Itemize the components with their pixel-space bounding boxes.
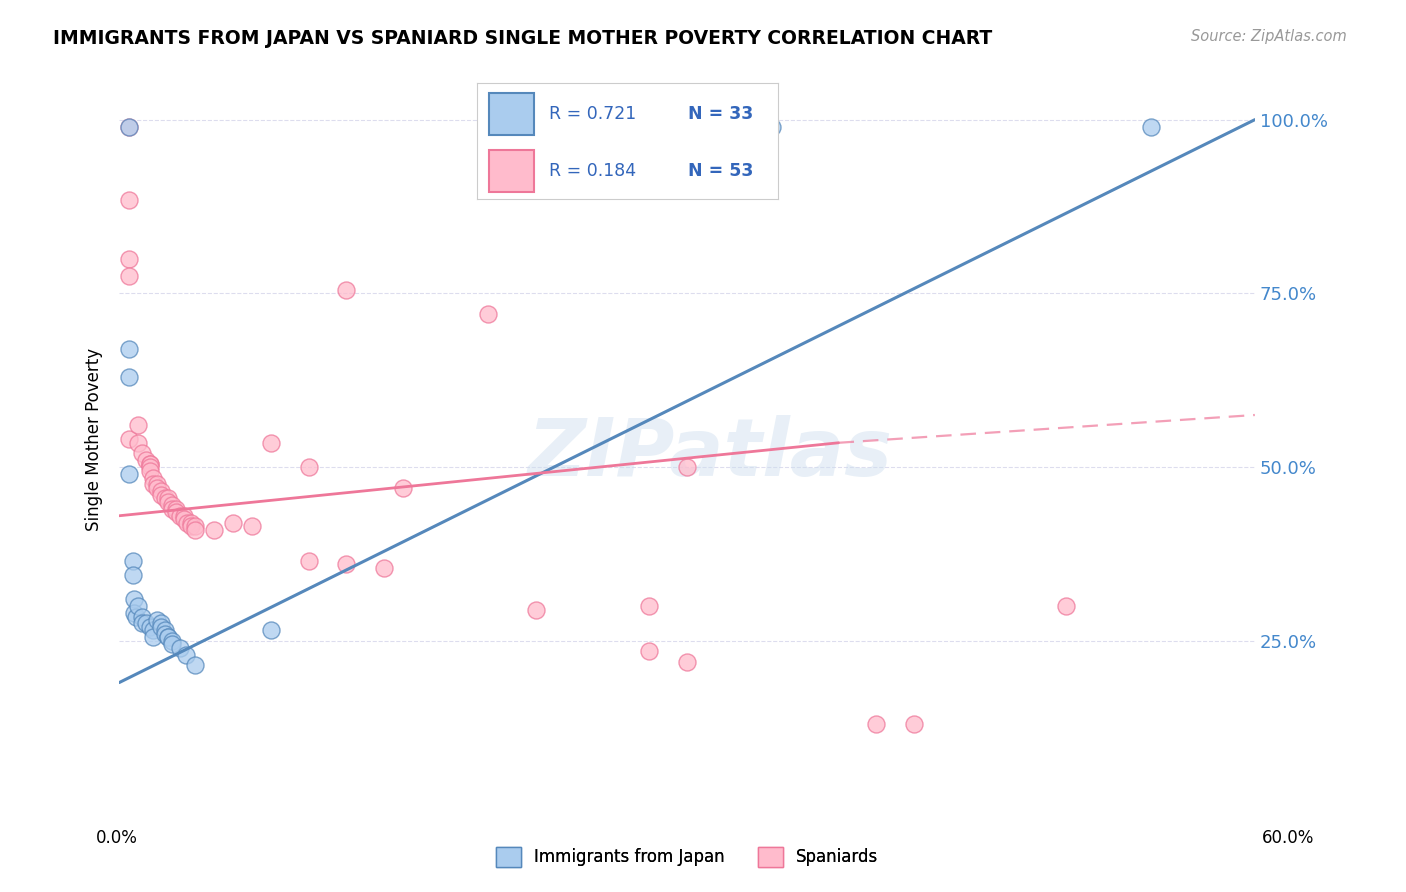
Point <box>146 477 169 491</box>
Point <box>1054 599 1077 613</box>
Point <box>184 523 207 537</box>
Point <box>149 620 172 634</box>
Point <box>335 283 357 297</box>
Point <box>131 616 153 631</box>
Text: Source: ZipAtlas.com: Source: ZipAtlas.com <box>1191 29 1347 44</box>
Point <box>135 453 157 467</box>
Point <box>118 193 141 207</box>
Point <box>173 508 195 523</box>
Point <box>162 637 184 651</box>
Text: 0.0%: 0.0% <box>96 829 138 847</box>
Point <box>165 505 187 519</box>
Point <box>138 457 160 471</box>
Point <box>180 516 202 530</box>
Point <box>162 501 184 516</box>
Point <box>676 655 699 669</box>
Point <box>761 120 783 134</box>
Point <box>162 499 184 513</box>
Point <box>146 481 169 495</box>
Point <box>146 613 169 627</box>
Point <box>202 523 225 537</box>
Point <box>138 620 160 634</box>
Point <box>157 631 180 645</box>
Point <box>127 435 149 450</box>
Point <box>149 488 172 502</box>
Point <box>477 120 499 134</box>
Point <box>142 624 165 638</box>
Point <box>174 648 197 662</box>
Point <box>118 252 141 266</box>
Text: 60.0%: 60.0% <box>1263 829 1315 847</box>
Point <box>127 599 149 613</box>
Point <box>903 717 925 731</box>
Point <box>173 512 195 526</box>
Point <box>162 633 184 648</box>
Point <box>176 516 198 530</box>
Point <box>638 599 661 613</box>
Point <box>138 457 160 471</box>
Point <box>1139 120 1161 134</box>
Point <box>297 554 319 568</box>
Point <box>240 519 263 533</box>
Point <box>118 433 141 447</box>
Point <box>477 120 499 134</box>
Point <box>157 631 180 645</box>
Point <box>138 460 160 475</box>
Point <box>676 460 699 475</box>
Text: ZIPatlas: ZIPatlas <box>527 416 893 493</box>
Point <box>118 467 141 481</box>
Point <box>131 609 153 624</box>
Text: IMMIGRANTS FROM JAPAN VS SPANIARD SINGLE MOTHER POVERTY CORRELATION CHART: IMMIGRANTS FROM JAPAN VS SPANIARD SINGLE… <box>53 29 993 47</box>
Point <box>180 519 202 533</box>
Point <box>260 435 283 450</box>
Point <box>169 640 191 655</box>
Point <box>260 624 283 638</box>
Point <box>524 602 547 616</box>
Point <box>153 627 176 641</box>
Point <box>149 484 172 499</box>
Point <box>153 624 176 638</box>
Point <box>125 609 148 624</box>
Point <box>335 558 357 572</box>
Y-axis label: Single Mother Poverty: Single Mother Poverty <box>86 348 103 531</box>
Point <box>118 268 141 283</box>
Point <box>638 644 661 658</box>
Point <box>184 658 207 673</box>
Point <box>149 616 172 631</box>
Point <box>142 470 165 484</box>
Point <box>392 481 415 495</box>
Point <box>124 606 146 620</box>
Point <box>157 495 180 509</box>
Point <box>142 631 165 645</box>
Point <box>865 717 887 731</box>
Point <box>124 592 146 607</box>
Point <box>184 519 207 533</box>
Point <box>131 446 153 460</box>
Point <box>118 342 141 356</box>
Point <box>138 464 160 478</box>
Point <box>477 307 499 321</box>
Legend: Immigrants from Japan, Spaniards: Immigrants from Japan, Spaniards <box>489 840 886 874</box>
Point <box>135 616 157 631</box>
Point <box>297 460 319 475</box>
Point <box>157 491 180 506</box>
Point <box>169 508 191 523</box>
Point <box>222 516 245 530</box>
Point <box>118 120 141 134</box>
Point <box>121 554 143 568</box>
Point <box>118 120 141 134</box>
Point <box>153 491 176 506</box>
Point <box>118 369 141 384</box>
Point <box>121 567 143 582</box>
Point <box>373 561 395 575</box>
Point <box>127 418 149 433</box>
Point <box>165 501 187 516</box>
Point <box>142 477 165 491</box>
